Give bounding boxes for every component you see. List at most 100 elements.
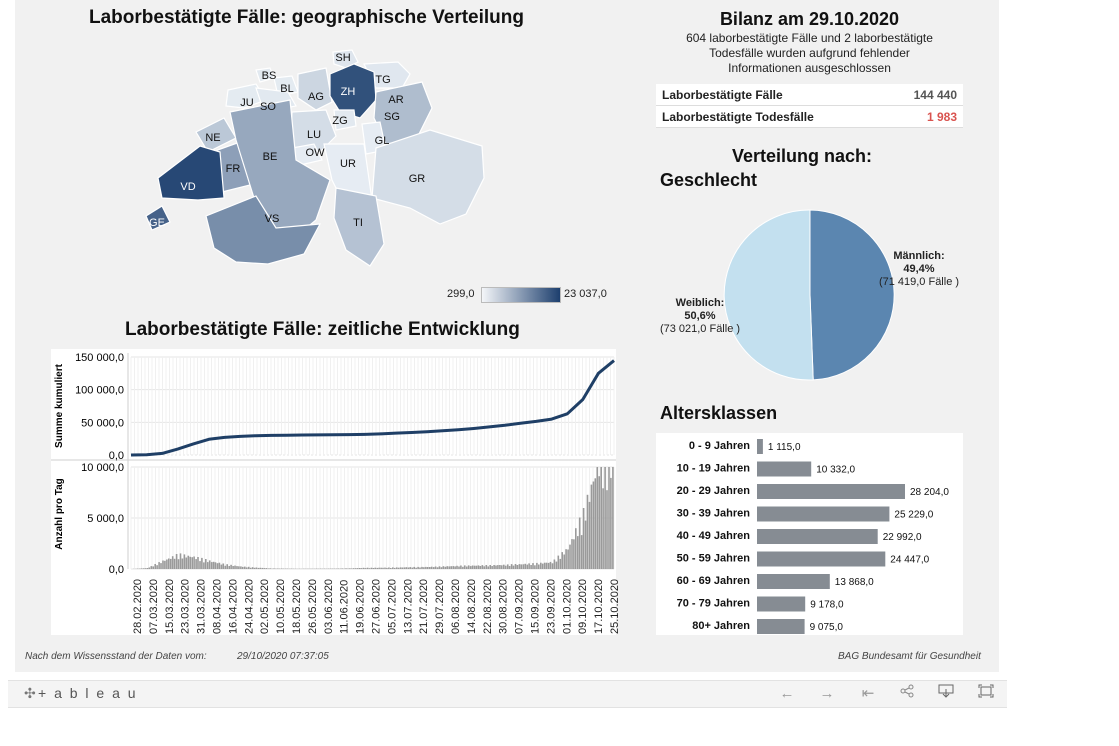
timeline-chart[interactable]: 150 000,0 100 000,0 50 000,0 0,0 10 000,0 5 …	[51, 349, 626, 639]
age-value-label: 25 229,0	[894, 510, 933, 521]
daily-bar	[251, 567, 254, 569]
daily-bar	[536, 562, 538, 569]
y-tick-label: 0,0	[109, 564, 124, 576]
daily-bar	[604, 467, 606, 569]
date-label: 14.08.2020	[466, 579, 478, 634]
gender-title-line1: Verteilung nach:	[732, 146, 873, 166]
daily-bar	[374, 567, 376, 569]
daily-bar	[380, 567, 382, 569]
date-label: 22.08.2020	[482, 579, 494, 634]
share-icon[interactable]	[896, 684, 918, 704]
daily-bar	[419, 567, 421, 569]
date-label: 26.05.2020	[307, 579, 319, 634]
daily-bar	[578, 517, 581, 569]
date-label: 03.06.2020	[323, 579, 335, 634]
download-icon[interactable]	[935, 684, 957, 704]
date-label: 15.03.2020	[164, 579, 176, 634]
daily-bar	[263, 568, 265, 569]
fullscreen-icon[interactable]	[975, 684, 997, 704]
daily-bar	[395, 567, 398, 569]
y-tick-label: 50 000,0	[81, 417, 124, 429]
date-axis-labels: 28.02.2020 07.03.2020 15.03.2020 23.03.2020…	[132, 579, 621, 634]
daily-bar	[518, 564, 521, 569]
canton-vd	[157, 145, 225, 201]
daily-bar	[368, 568, 371, 569]
redo-icon[interactable]: →	[819, 685, 835, 702]
undo-icon[interactable]: ←	[779, 685, 795, 702]
daily-bar	[376, 567, 378, 569]
daily-bar	[347, 568, 349, 569]
daily-bar	[450, 566, 452, 569]
daily-bar	[185, 557, 188, 569]
kpi-value: 1 983	[926, 110, 957, 124]
daily-bar	[612, 467, 614, 569]
daily-bar	[446, 566, 449, 569]
age-bar	[757, 506, 890, 522]
gender-pie-chart[interactable]	[720, 205, 900, 385]
age-bar	[757, 619, 805, 634]
daily-bar	[423, 567, 425, 569]
canton-label: FR	[226, 163, 241, 175]
daily-bar	[222, 563, 225, 569]
daily-bar	[407, 567, 410, 569]
daily-bar	[440, 567, 443, 569]
age-bar-chart[interactable]: 0 - 9 Jahren 1 115,0 10 - 19 Jahren 10 332,…	[656, 433, 963, 635]
age-category-label: 20 - 29 Jahren	[677, 485, 751, 497]
age-category-label: 70 - 79 Jahren	[677, 598, 751, 610]
daily-bar	[508, 566, 511, 569]
tableau-logo[interactable]: + a b l e a u	[38, 685, 138, 701]
cumulative-grid	[130, 356, 615, 456]
daily-bar	[370, 567, 373, 569]
revert-icon[interactable]: ⇤	[861, 685, 875, 702]
daily-bar	[526, 564, 528, 569]
canton-ag	[297, 67, 333, 111]
daily-bar	[425, 566, 427, 569]
daily-bar	[142, 568, 145, 569]
daily-bar	[203, 562, 205, 569]
daily-bar	[187, 555, 190, 569]
daily-bar	[427, 567, 429, 569]
gender-title-line2: Geschlecht	[660, 170, 758, 190]
daily-bar	[234, 565, 236, 569]
canton-ju	[225, 83, 267, 109]
daily-bar	[602, 488, 604, 569]
canton-shapes	[145, 49, 485, 267]
canton-label: VD	[180, 181, 195, 193]
date-label: 01.10.2020	[561, 579, 573, 634]
daily-bar	[557, 555, 560, 569]
daily-bar	[144, 568, 147, 569]
age-bar	[757, 461, 812, 477]
daily-bar	[181, 558, 184, 569]
kpi-label: Laborbestätigte Fälle	[662, 88, 783, 102]
age-value-label: 28 204,0	[910, 487, 949, 498]
daily-bar	[473, 565, 476, 569]
age-bar	[757, 439, 763, 454]
daily-bar	[392, 567, 394, 569]
daily-bar	[538, 564, 540, 569]
daily-bar	[247, 566, 250, 569]
daily-bar	[493, 565, 495, 569]
daily-bar	[242, 566, 244, 569]
kpi-row-deaths[interactable]: Laborbestätigte Todesfälle 1 983	[656, 106, 963, 128]
daily-bar	[411, 567, 414, 569]
daily-bar	[540, 562, 542, 569]
pie-slices	[723, 209, 895, 381]
daily-bar	[434, 566, 437, 569]
daily-bar	[362, 567, 365, 569]
daily-bar	[261, 567, 264, 569]
bilanz-note-line: Informationen ausgeschlossen	[728, 61, 891, 75]
daily-bar	[179, 553, 182, 569]
daily-bar	[454, 566, 456, 569]
daily-bar	[444, 566, 447, 569]
daily-bar	[403, 567, 406, 569]
age-category-label: 10 - 19 Jahren	[677, 463, 751, 475]
daily-bar	[510, 564, 513, 569]
daily-bar	[351, 568, 353, 569]
daily-bar	[208, 560, 211, 569]
kpi-row-cases[interactable]: Laborbestätigte Fälle 144 440	[656, 84, 963, 106]
tableau-logo-icon[interactable]: ✣	[24, 685, 36, 701]
date-label: 10.05.2020	[275, 579, 287, 634]
daily-bar	[212, 561, 215, 569]
daily-bar	[429, 567, 431, 569]
